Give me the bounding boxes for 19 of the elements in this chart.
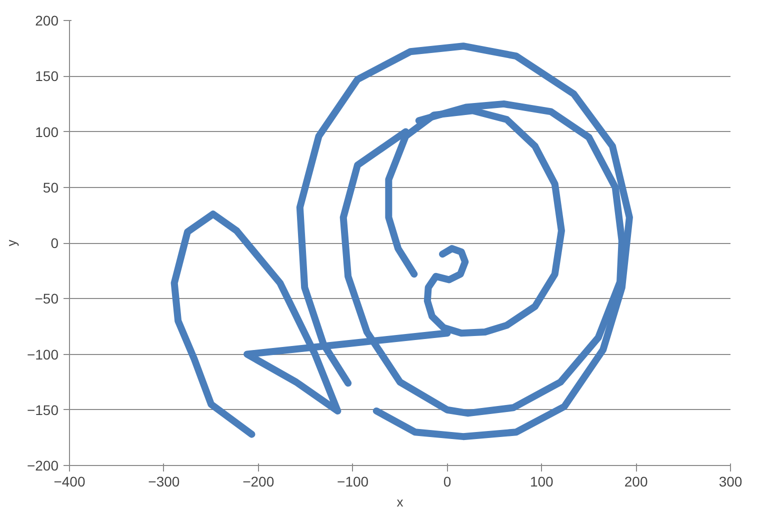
y-tick-label: 50 <box>42 179 59 196</box>
y-axis-title: y <box>4 239 19 246</box>
x-tick-label: 300 <box>718 474 742 490</box>
y-tick-label: 200 <box>35 12 59 28</box>
y-tick-label: −200 <box>26 458 59 474</box>
y-tick-label: 150 <box>35 68 59 84</box>
x-tick-label: −100 <box>337 474 369 490</box>
y-tick-label: 0 <box>50 235 59 251</box>
y-tick-label: −50 <box>34 290 59 307</box>
x-tick-label: −400 <box>54 474 86 490</box>
x-tick-label: 0 <box>443 474 452 490</box>
y-tick-label: −100 <box>26 346 59 362</box>
y-tick-label: −150 <box>26 402 59 418</box>
x-axis-title: x <box>396 494 404 510</box>
y-tick-label: 100 <box>35 124 59 140</box>
x-tick-label: −300 <box>148 474 180 490</box>
x-tick-label: 100 <box>530 474 554 490</box>
x-tick-label: 200 <box>624 474 648 490</box>
x-tick-label: −200 <box>242 474 274 490</box>
